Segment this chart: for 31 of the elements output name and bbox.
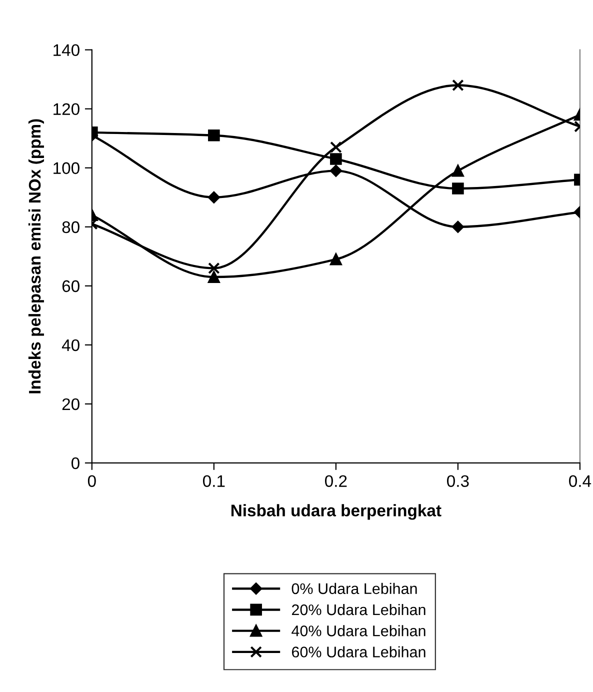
point — [208, 191, 220, 204]
legend-label: 40% Udara Lebihan — [292, 625, 426, 636]
point — [452, 79, 464, 92]
x-tick-label: 0 — [88, 475, 96, 487]
point — [208, 271, 220, 283]
x-tick-label: 0.1 — [202, 475, 225, 487]
point — [330, 253, 342, 266]
y-tick-label: 40 — [62, 339, 80, 352]
point — [452, 164, 464, 177]
y-tick-label: 0 — [71, 457, 80, 470]
y-tick-label: 120 — [54, 103, 80, 116]
point — [452, 182, 464, 194]
point — [208, 129, 220, 142]
y-tick-label: 100 — [54, 162, 80, 174]
legend-label: 60% Udara Lebihan — [292, 646, 426, 658]
point — [330, 141, 342, 154]
legend-label: 20% Udara Lebihan — [292, 604, 426, 616]
legend-label: 0% Udara Lebihan — [292, 582, 417, 594]
y-axis-title: Indeks pelepasan emisi NOx (ppm) — [28, 119, 44, 394]
point — [208, 262, 220, 274]
y-tick-label: 20 — [62, 398, 80, 410]
point — [452, 220, 464, 233]
x-tick-label: 0.2 — [325, 475, 347, 487]
y-tick-label: 60 — [62, 280, 80, 292]
y-tick-label: 80 — [62, 221, 80, 234]
y-tick-label: 140 — [54, 44, 80, 56]
x-tick-label: 0.4 — [569, 475, 592, 487]
point — [330, 153, 342, 165]
x-axis-title: Nisbah udara berperingkat — [231, 504, 442, 520]
x-tick-label: 0.3 — [447, 475, 469, 487]
point — [330, 164, 342, 177]
